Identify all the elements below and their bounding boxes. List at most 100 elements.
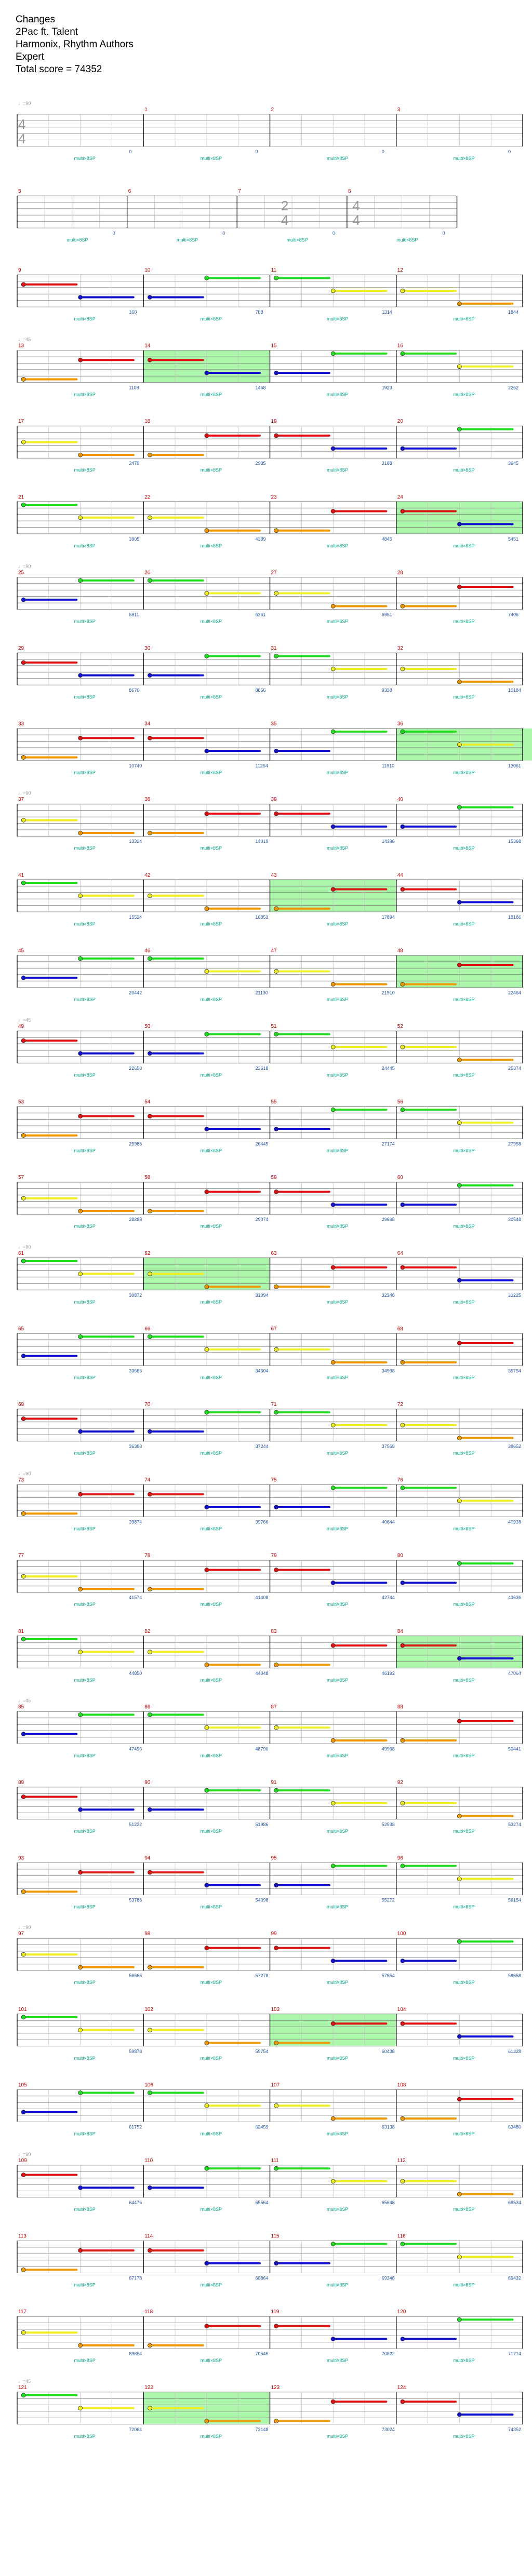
- measure-number: 12: [397, 267, 404, 273]
- note-head: [21, 377, 26, 382]
- note-head: [204, 2324, 209, 2329]
- measure-score: 15368: [508, 839, 521, 844]
- note-head: [148, 1051, 152, 1056]
- note-head: [204, 433, 209, 438]
- note-head: [274, 370, 279, 375]
- measure-number: 38: [144, 797, 151, 802]
- multiplier-label: multi×8SP: [66, 237, 88, 243]
- note-head: [330, 1958, 336, 1964]
- note-head: [78, 295, 83, 300]
- measure-number: 8: [348, 189, 351, 194]
- note-head: [21, 1732, 26, 1737]
- measure-number: 56: [397, 1099, 404, 1105]
- note-head: [330, 1863, 336, 1869]
- measure-score: 51986: [256, 1822, 269, 1827]
- measure-number: 35: [271, 721, 277, 727]
- multiplier-label: multi×8SP: [201, 1753, 222, 1758]
- measure-score: 46192: [382, 1671, 395, 1676]
- multiplier-label: multi×8SP: [74, 156, 95, 161]
- measure-score: 21130: [256, 990, 268, 995]
- measure-number: 50: [144, 1024, 151, 1029]
- measure-number: 110: [144, 2158, 153, 2164]
- note-head: [78, 2343, 83, 2348]
- measure-number: 40: [397, 797, 404, 802]
- note-head: [21, 2110, 26, 2115]
- measure-number: 60: [397, 1175, 404, 1180]
- measure-score: 13061: [508, 763, 521, 769]
- measure-number: 94: [144, 1856, 151, 1861]
- note-head: [148, 735, 152, 741]
- multiplier-label: multi×8SP: [453, 997, 474, 1002]
- measure-score: 9338: [382, 688, 392, 693]
- multiplier-label: multi×8SP: [201, 1375, 222, 1380]
- multiplier-label: multi×8SP: [327, 1072, 348, 1078]
- measure-number: 5: [18, 189, 21, 194]
- measure-score: 57278: [256, 1973, 269, 1978]
- note-head: [274, 653, 279, 659]
- multiplier-label: multi×8SP: [201, 2207, 222, 2212]
- multiplier-label: multi×8SP: [453, 156, 474, 161]
- measure-score: 0: [382, 149, 384, 154]
- note-head: [330, 666, 336, 672]
- note-head: [204, 1189, 209, 1195]
- note-head: [330, 509, 336, 514]
- multiplier-label: multi×8SP: [201, 1451, 222, 1456]
- measure-number: 26: [144, 570, 151, 575]
- note-head: [21, 817, 26, 823]
- note-head: [400, 351, 405, 356]
- measure-score: 68534: [508, 2200, 521, 2205]
- note-head: [148, 2343, 152, 2348]
- multiplier-label: multi×8SP: [453, 1753, 474, 1758]
- measure-number: 105: [18, 2082, 27, 2088]
- note-head: [274, 591, 279, 596]
- measure-number: 24: [397, 494, 404, 500]
- multiplier-label: multi×8SP: [74, 2434, 95, 2439]
- multiplier-label: multi×8SP: [201, 1829, 222, 1834]
- measure-score: 34998: [382, 1368, 395, 1373]
- measure-score: 0: [443, 231, 445, 236]
- note-head: [21, 1353, 26, 1359]
- note-head: [400, 1107, 405, 1112]
- note-head: [400, 1044, 405, 1050]
- measure-number: 22: [144, 494, 151, 500]
- multiplier-label: multi×8SP: [201, 770, 222, 775]
- multiplier-label: multi×8SP: [453, 2131, 474, 2136]
- measure-score: 28288: [129, 1217, 142, 1222]
- time-signature-denominator: 4: [352, 212, 360, 228]
- time-signature-denominator: 4: [18, 131, 25, 146]
- note-head: [400, 666, 405, 672]
- measure-score: 34504: [256, 1368, 269, 1373]
- measure-score: 61752: [129, 2124, 142, 2129]
- measure-score: 33225: [508, 1293, 521, 1298]
- measure-score: 43636: [508, 1595, 521, 1600]
- note-head: [148, 1429, 152, 1434]
- multiplier-label: multi×8SP: [201, 2358, 222, 2363]
- multiplier-label: multi×8SP: [327, 921, 348, 927]
- note-head: [78, 2185, 83, 2190]
- measure-number: 104: [397, 2007, 406, 2013]
- multiplier-label: multi×8SP: [327, 1753, 348, 1758]
- measure-number: 52: [397, 1024, 404, 1029]
- multiplier-label: multi×8SP: [327, 467, 348, 473]
- note-head: [330, 446, 336, 451]
- measure-score: 67178: [129, 2276, 142, 2281]
- measure-number: 98: [144, 1931, 151, 1937]
- measure-score: 56566: [129, 1973, 142, 1978]
- note-head: [330, 2179, 336, 2184]
- note-head: [330, 1580, 336, 1586]
- note-head: [78, 956, 83, 961]
- measure-number: 47: [271, 948, 277, 954]
- multiplier-label: multi×8SP: [201, 1224, 222, 1229]
- note-head: [274, 2041, 279, 2046]
- note-head: [21, 1038, 26, 1043]
- note-head: [274, 2261, 279, 2266]
- measure-number: 39: [271, 797, 277, 802]
- multiplier-label: multi×8SP: [453, 2358, 474, 2363]
- note-head: [148, 1492, 152, 1497]
- note-head: [148, 2406, 152, 2411]
- multiplier-label: multi×8SP: [74, 1148, 95, 1153]
- measure-number: 70: [144, 1402, 151, 1407]
- measure-number: 89: [18, 1780, 24, 1786]
- multiplier-label: multi×8SP: [327, 392, 348, 397]
- measure-number: 68: [397, 1326, 404, 1332]
